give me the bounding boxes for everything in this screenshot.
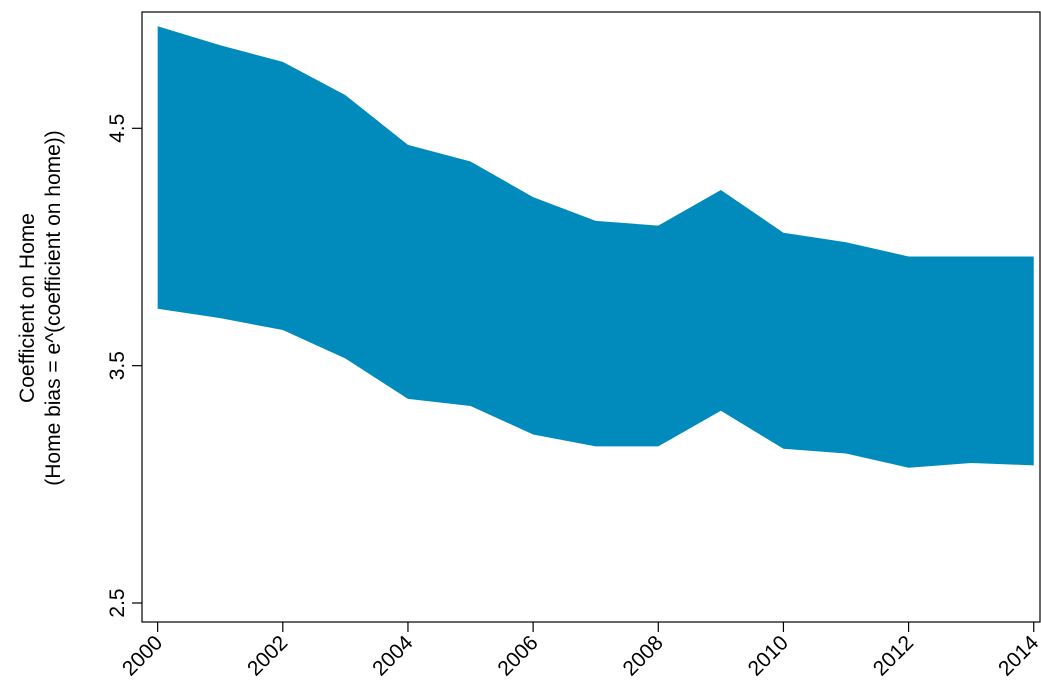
x-tick-label: 2002 bbox=[243, 631, 292, 680]
x-tick-label: 2008 bbox=[619, 631, 668, 680]
x-tick-label: 2010 bbox=[744, 631, 793, 680]
y-tick-label: 3.5 bbox=[106, 351, 129, 380]
x-tick-label: 2000 bbox=[118, 631, 167, 680]
y-tick-label: 2.5 bbox=[106, 588, 129, 617]
y-tick-label: 4.5 bbox=[106, 114, 129, 143]
y-axis-title: (Home bias = e^(coefficient on home)) bbox=[42, 130, 65, 486]
x-tick-label: 2006 bbox=[493, 631, 542, 680]
x-tick-label: 2014 bbox=[994, 631, 1041, 681]
range-band bbox=[157, 26, 1034, 468]
x-tick-label: 2004 bbox=[368, 631, 418, 681]
x-tick-label: 2012 bbox=[869, 631, 918, 680]
y-axis-title: Coefficient on Home bbox=[16, 213, 39, 403]
plot-frame bbox=[141, 11, 1041, 623]
